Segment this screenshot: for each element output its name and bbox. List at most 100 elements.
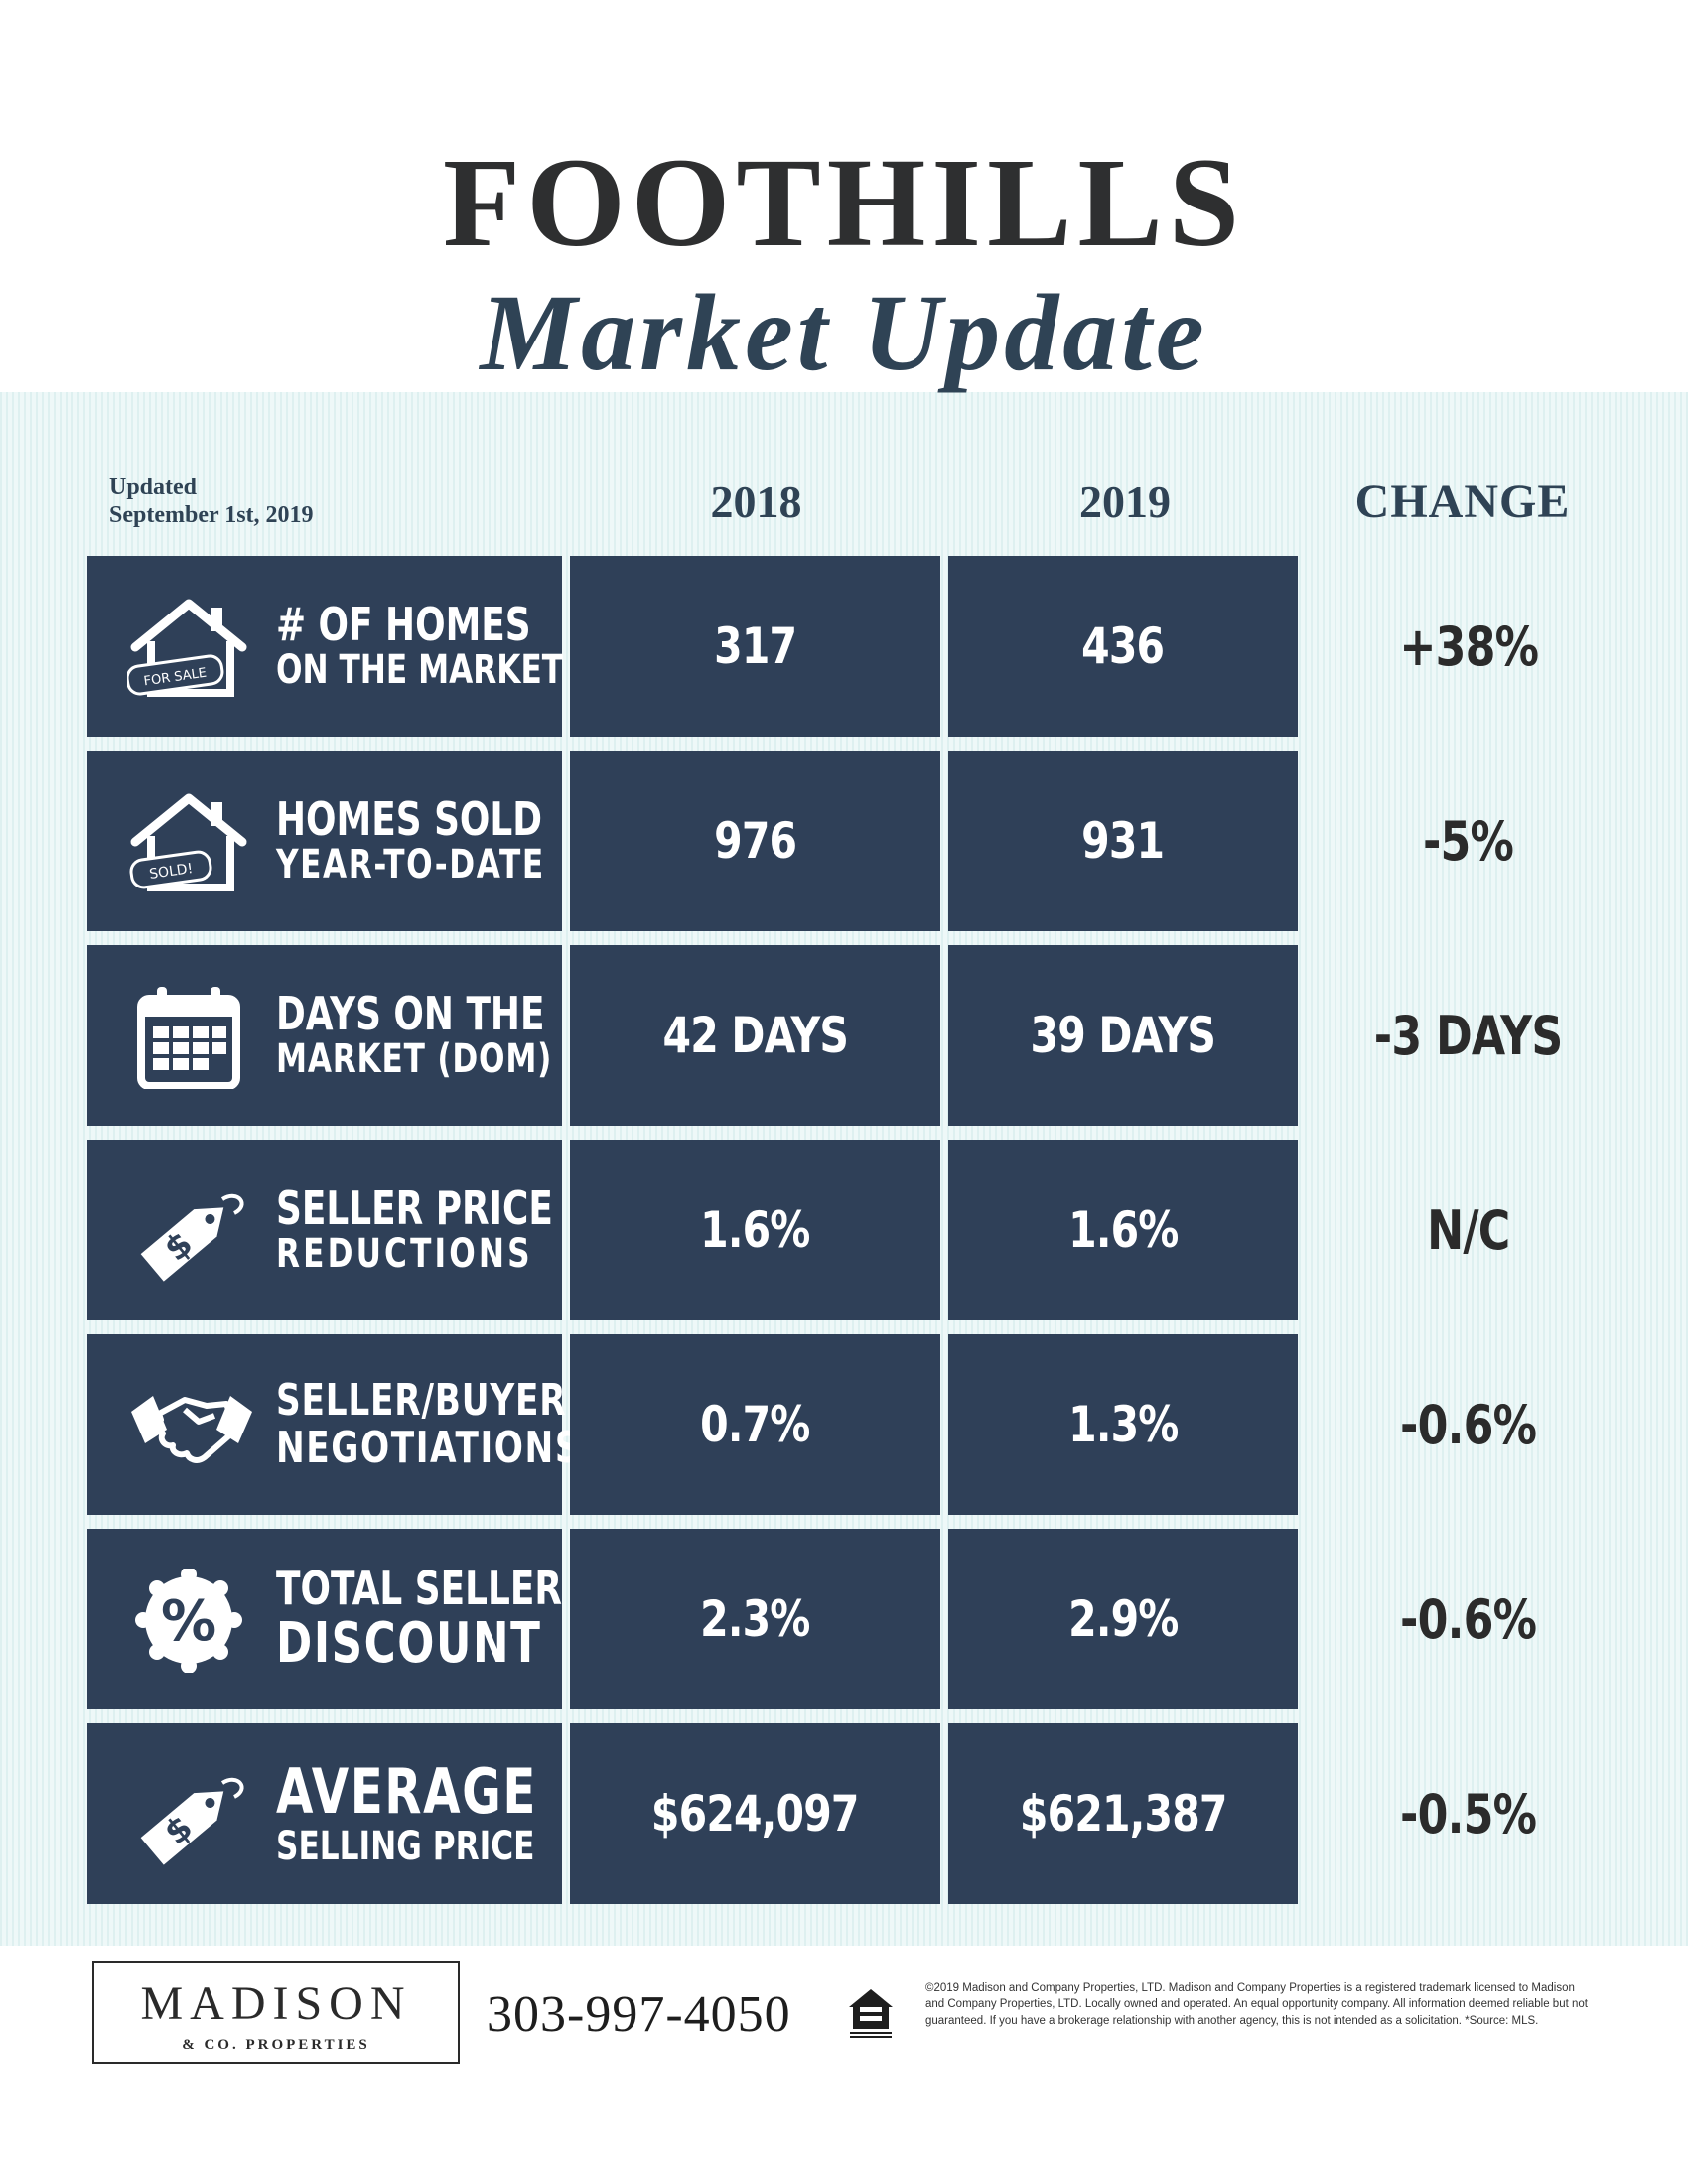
value-2019: 436 xyxy=(1081,617,1165,675)
madison-logo: MADISON & CO. PROPERTIES xyxy=(92,1961,460,2064)
label-line-2: REDUCTIONS xyxy=(276,1231,533,1278)
house-for-sale-icon: FOR SALE xyxy=(127,599,247,697)
label-line-1: DAYS ON THE xyxy=(276,986,545,1040)
change-cell: -3 DAYS xyxy=(1301,945,1636,1126)
row-label: SELLER PRICE REDUCTIONS xyxy=(276,1140,564,1320)
row-label: TOTAL SELLER DISCOUNT xyxy=(276,1529,564,1709)
row-label: DAYS ON THE MARKET (DOM) xyxy=(276,945,564,1126)
value-2019-cell: 1.6% xyxy=(948,1140,1298,1320)
change-value: +38% xyxy=(1399,614,1539,678)
label-line-2: ON THE MARKET xyxy=(276,647,564,694)
row-label-cell: $ AVERAGE SELLING PRICE xyxy=(87,1723,562,1904)
row-label: HOMES SOLD YEAR-TO-DATE xyxy=(276,751,564,931)
change-value: -5% xyxy=(1423,809,1514,873)
icon-text: SOLD! xyxy=(148,861,194,883)
value-2019-cell: 2.9% xyxy=(948,1529,1298,1709)
value-2018: 1.6% xyxy=(700,1201,810,1259)
stat-row-total-discount: % TOTAL SELLER DISCOUNT 2.3% 2.9% -0.6% xyxy=(87,1529,1636,1709)
value-2019-cell: 1.3% xyxy=(948,1334,1298,1515)
value-2018-cell: 317 xyxy=(570,556,940,737)
handshake-icon xyxy=(131,1396,252,1463)
row-label: SELLER/BUYER NEGOTIATIONS xyxy=(276,1334,582,1515)
value-2019-cell: 436 xyxy=(948,556,1298,737)
price-tag-icon: $ xyxy=(140,1193,244,1282)
change-cell: -0.6% xyxy=(1301,1529,1636,1709)
label-line-2: MARKET (DOM) xyxy=(276,1036,553,1083)
value-2019: $621,387 xyxy=(1019,1785,1228,1843)
value-2018-cell: 2.3% xyxy=(570,1529,940,1709)
value-2018: 42 DAYS xyxy=(662,1007,848,1064)
stat-row-negotiations: SELLER/BUYER NEGOTIATIONS 0.7% 1.3% -0.6… xyxy=(87,1334,1636,1515)
disclaimer-text: ©2019 Madison and Company Properties, LT… xyxy=(925,1982,1588,2027)
value-2019: 39 DAYS xyxy=(1030,1007,1216,1064)
page-subtitle: Market Update xyxy=(480,272,1208,393)
label-line-1: TOTAL SELLER xyxy=(276,1561,563,1615)
updated-label: Updated xyxy=(109,475,198,500)
page-title: FOOTHILLS xyxy=(443,132,1245,273)
logo-divider xyxy=(134,2062,418,2064)
stat-row-homes-on-market: FOR SALE # OF HOMES ON THE MARKET 317 43… xyxy=(87,556,1636,737)
updated-date: Updated September 1st, 2019 xyxy=(109,475,314,529)
change-value: -0.5% xyxy=(1400,1782,1537,1845)
column-header-change: CHANGE xyxy=(1354,476,1571,528)
stat-row-homes-sold: SOLD! HOMES SOLD YEAR-TO-DATE 976 931 -5… xyxy=(87,751,1636,931)
row-label-cell: $ SELLER PRICE REDUCTIONS xyxy=(87,1140,562,1320)
value-2018: 976 xyxy=(713,812,797,870)
label-line-1: # OF HOMES xyxy=(276,597,531,651)
value-2018: 317 xyxy=(713,617,797,675)
value-2018: 0.7% xyxy=(700,1396,810,1453)
label-line-1: AVERAGE xyxy=(276,1754,537,1828)
row-label: # OF HOMES ON THE MARKET xyxy=(276,556,564,737)
label-line-1: SELLER/BUYER xyxy=(276,1375,567,1427)
value-2019: 1.3% xyxy=(1067,1396,1179,1453)
phone-number[interactable]: 303-997-4050 xyxy=(487,1986,791,2043)
row-label-cell: SELLER/BUYER NEGOTIATIONS xyxy=(87,1334,582,1515)
updated-value: September 1st, 2019 xyxy=(109,501,314,528)
percent-badge-icon: % xyxy=(135,1569,242,1673)
value-2019-cell: 39 DAYS xyxy=(948,945,1298,1126)
change-value: N/C xyxy=(1427,1198,1510,1262)
stat-row-price-reductions: $ SELLER PRICE REDUCTIONS 1.6% 1.6% N/C xyxy=(87,1140,1636,1320)
change-value: -0.6% xyxy=(1400,1587,1537,1651)
value-2019: 1.6% xyxy=(1067,1201,1179,1259)
value-2019-cell: 931 xyxy=(948,751,1298,931)
logo-name: MADISON xyxy=(140,1978,412,2030)
row-label-cell: SOLD! HOMES SOLD YEAR-TO-DATE xyxy=(87,751,562,931)
change-cell: N/C xyxy=(1301,1140,1636,1320)
price-tag-icon: $ xyxy=(140,1777,244,1865)
value-2019-cell: $621,387 xyxy=(948,1723,1298,1904)
change-cell: +38% xyxy=(1301,556,1636,737)
stat-row-days-on-market: DAYS ON THE MARKET (DOM) 42 DAYS 39 DAYS… xyxy=(87,945,1636,1126)
label-line-2: NEGOTIATIONS xyxy=(276,1423,582,1473)
value-2018-cell: 0.7% xyxy=(570,1334,940,1515)
label-line-1: SELLER PRICE xyxy=(276,1180,553,1235)
value-2018-cell: 1.6% xyxy=(570,1140,940,1320)
column-header-2019: 2019 xyxy=(1079,477,1171,527)
row-label-cell: FOR SALE # OF HOMES ON THE MARKET xyxy=(87,556,564,737)
change-value: -3 DAYS xyxy=(1374,1004,1563,1067)
icon-text: % xyxy=(161,1589,216,1654)
value-2018-cell: 42 DAYS xyxy=(570,945,940,1126)
value-2018-cell: $624,097 xyxy=(570,1723,940,1904)
label-line-2: SELLING PRICE xyxy=(276,1823,535,1869)
label-line-1: HOMES SOLD xyxy=(276,791,543,846)
change-cell: -0.6% xyxy=(1301,1334,1636,1515)
column-header-2018: 2018 xyxy=(710,477,802,527)
stat-row-average-price: $ AVERAGE SELLING PRICE $624,097 $621,38… xyxy=(87,1723,1636,1904)
row-label: AVERAGE SELLING PRICE xyxy=(276,1723,564,1904)
change-value: -0.6% xyxy=(1400,1393,1537,1456)
row-label-cell: DAYS ON THE MARKET (DOM) xyxy=(87,945,562,1126)
logo-subtitle: & CO. PROPERTIES xyxy=(168,2037,384,2054)
value-2018: $624,097 xyxy=(651,1785,860,1843)
row-label-cell: % TOTAL SELLER DISCOUNT xyxy=(87,1529,562,1709)
value-2019: 2.9% xyxy=(1067,1590,1179,1648)
change-cell: -5% xyxy=(1301,751,1636,931)
calendar-icon xyxy=(137,987,240,1089)
value-2018: 2.3% xyxy=(700,1590,810,1648)
label-line-2: YEAR-TO-DATE xyxy=(276,842,545,888)
value-2018-cell: 976 xyxy=(570,751,940,931)
change-cell: -0.5% xyxy=(1301,1723,1636,1904)
equal-housing-opportunity-icon xyxy=(849,1989,893,2038)
house-sold-icon: SOLD! xyxy=(129,793,247,891)
label-line-2: DISCOUNT xyxy=(276,1610,542,1676)
